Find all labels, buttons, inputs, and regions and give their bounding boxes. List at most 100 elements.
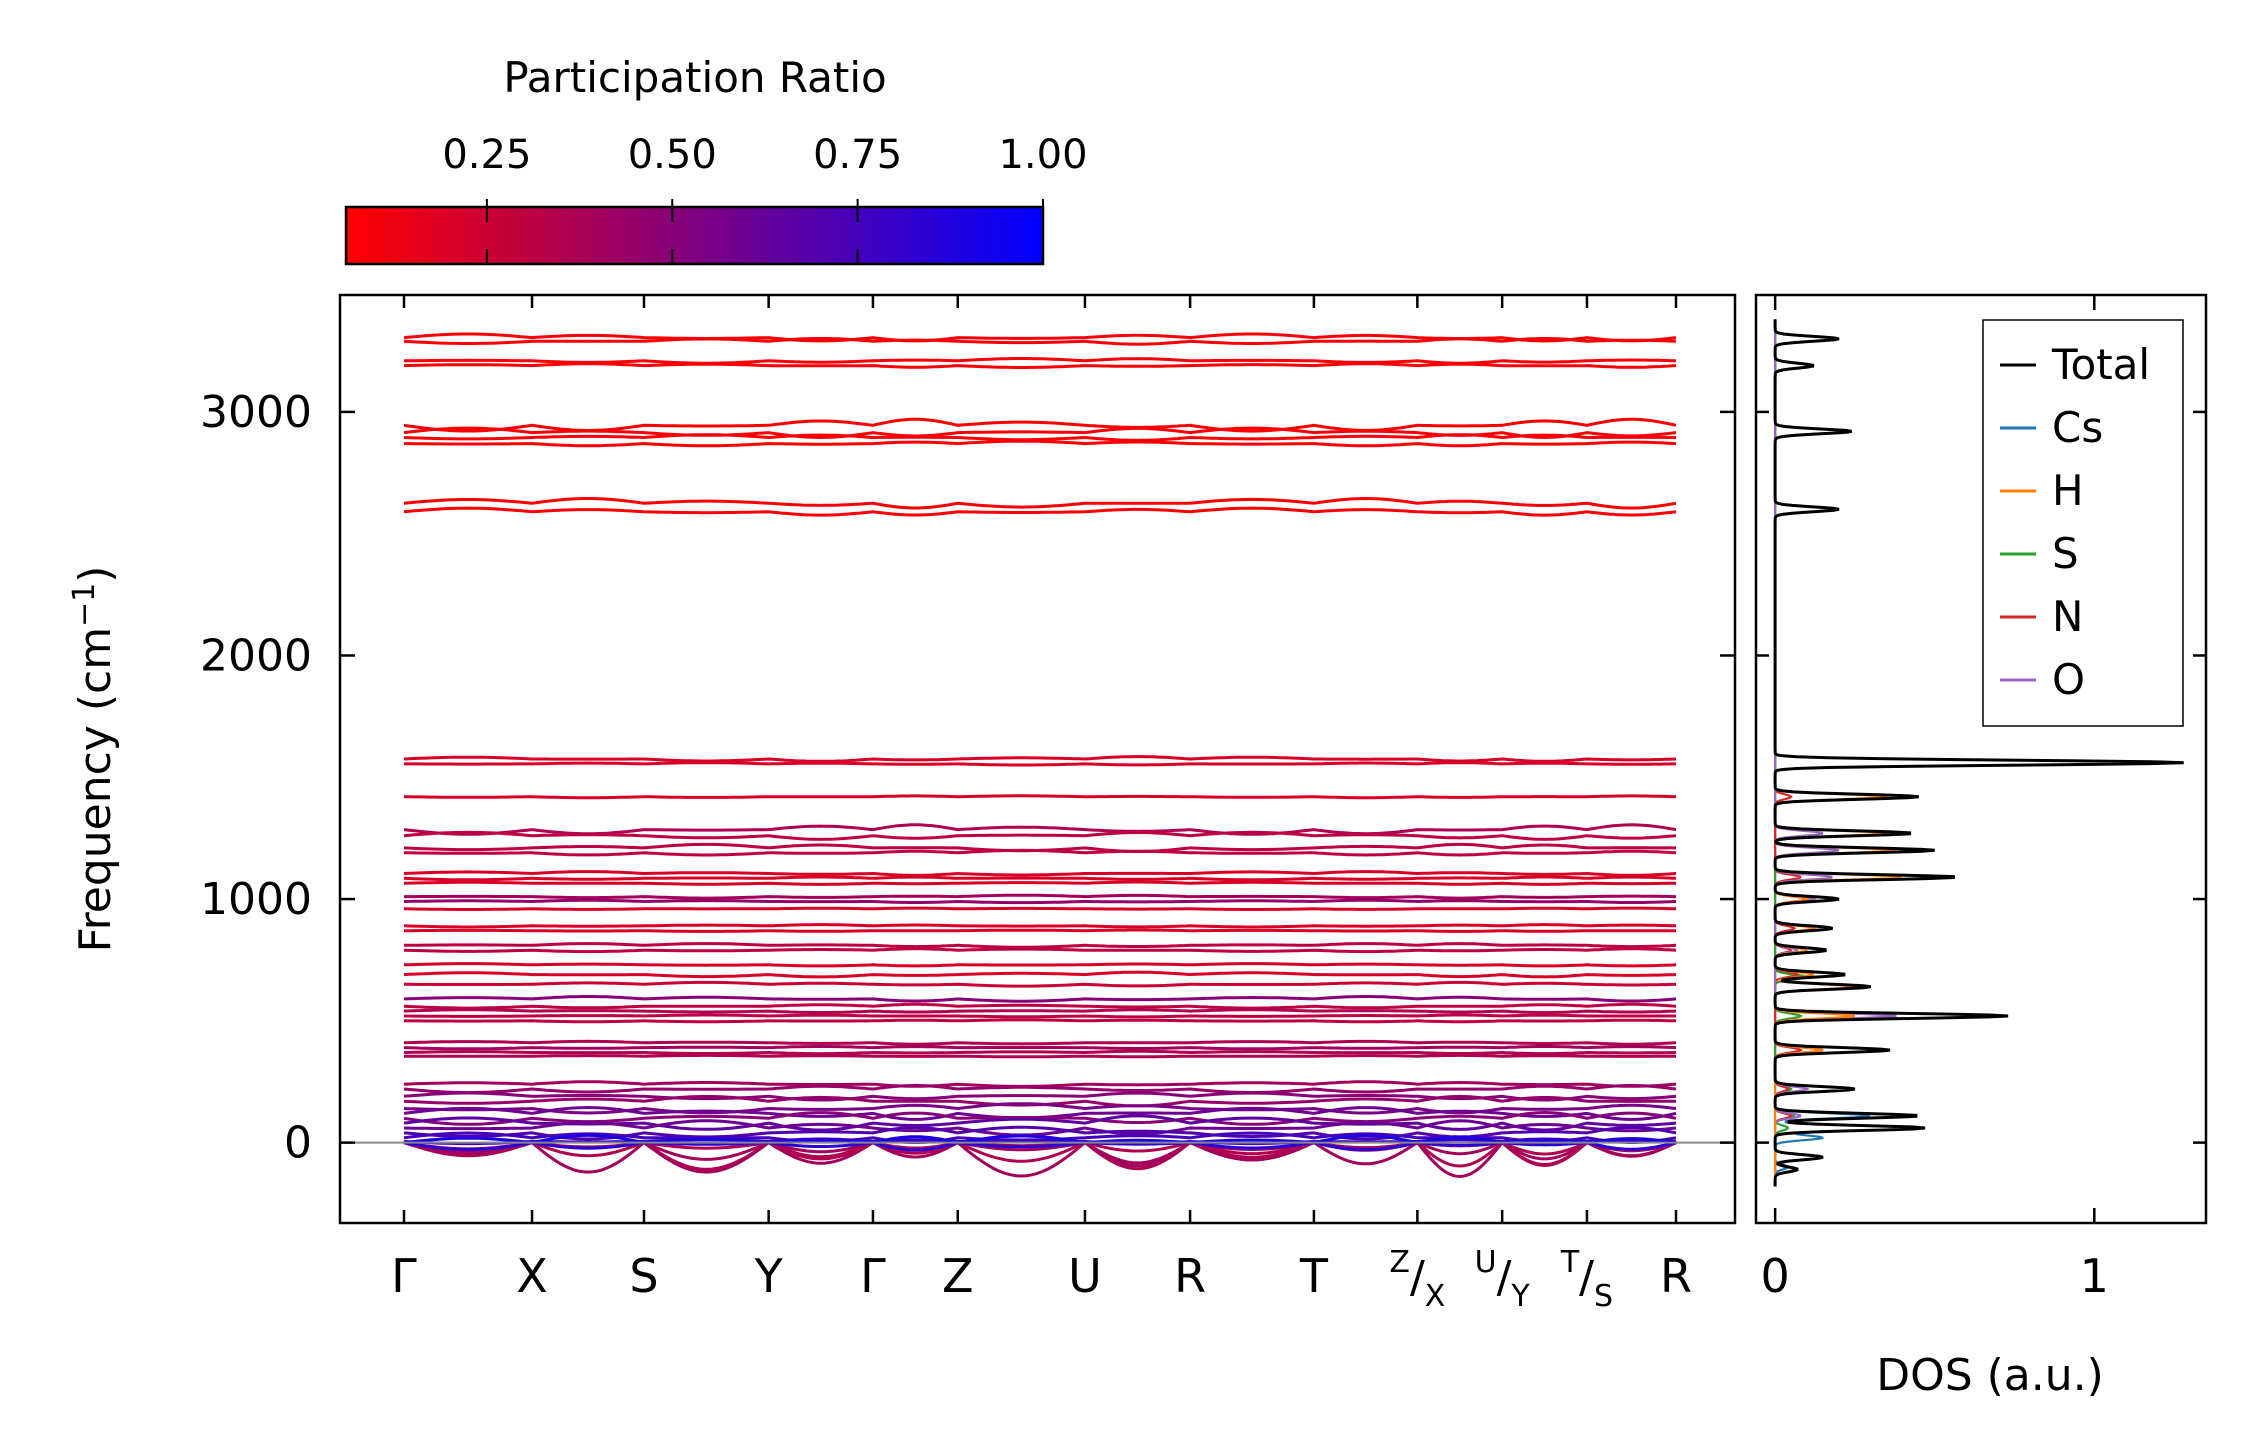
dos-axes-frame xyxy=(1754,293,2208,1225)
band-axes-frame xyxy=(338,293,1737,1225)
band-line xyxy=(403,830,1677,841)
band-line xyxy=(403,1018,1676,1024)
ylabel-close: ) xyxy=(70,566,121,583)
band-line xyxy=(403,433,1676,442)
colorbar-label: Participation Ratio xyxy=(503,53,886,102)
band-line xyxy=(403,1094,1676,1108)
kpoint-label-top: Z xyxy=(1389,1245,1410,1280)
kpoint-label-bottom: X xyxy=(1425,1279,1446,1314)
colorbar-gradient xyxy=(344,205,1045,266)
band-line xyxy=(403,1008,1677,1015)
band-line xyxy=(404,980,1677,988)
colorbar-tick-label: 0.75 xyxy=(813,132,902,178)
band-line xyxy=(403,947,1677,954)
kpoint-label: Z xyxy=(942,1249,974,1303)
kpoint-label-slash: / xyxy=(1497,1252,1512,1303)
band-line xyxy=(403,1110,1677,1126)
legend-frame xyxy=(1982,319,2184,727)
band-line xyxy=(404,1013,1676,1019)
kpoint-label: S xyxy=(629,1249,658,1303)
band-line xyxy=(404,794,1677,800)
band-line xyxy=(404,761,1676,767)
band-line xyxy=(403,870,1677,877)
band-line xyxy=(403,1114,1677,1132)
band-line xyxy=(404,848,1677,857)
band-line xyxy=(403,417,1677,433)
band-line xyxy=(403,995,1677,1003)
kpoint-label: T xyxy=(1299,1249,1329,1303)
dos-lines xyxy=(1773,319,2184,1187)
colorbar-tick-label: 0.50 xyxy=(628,132,717,178)
kpoint-label-bottom: Y xyxy=(1510,1279,1530,1314)
band-line xyxy=(403,1039,1677,1046)
band-line xyxy=(403,426,1677,440)
kpoint-label-slash: / xyxy=(1410,1252,1425,1303)
frequency-axis-ticks: 0 1000 2000 3000 xyxy=(200,387,1735,1169)
colorbar: Participation Ratio 0.25 0.50 0.75 1.00 xyxy=(344,53,1088,266)
dos-tick-label: 0 xyxy=(1761,1249,1790,1303)
band-line xyxy=(404,1053,1676,1059)
band-line xyxy=(403,923,1677,929)
band-line xyxy=(403,906,1677,911)
legend-label-cs: Cs xyxy=(2052,403,2103,452)
frequency-tick-label: 1000 xyxy=(200,874,312,925)
dos-frequency-ticks xyxy=(1756,410,2206,1144)
kpoint-label: R xyxy=(1660,1249,1692,1303)
band-line xyxy=(403,1045,1677,1051)
legend-label-n: N xyxy=(2052,592,2083,641)
ylabel-main: Frequency (cm xyxy=(70,627,121,953)
band-line xyxy=(403,496,1677,510)
kpoint-label-bottom: S xyxy=(1594,1279,1613,1314)
band-line xyxy=(403,1102,1677,1115)
kpoint-label-top: U xyxy=(1475,1245,1497,1280)
colorbar-ticks: 0.25 0.50 0.75 1.00 xyxy=(442,132,1088,264)
band-line xyxy=(403,823,1677,836)
kpoint-label: T/S xyxy=(1560,1245,1613,1314)
kpoint-label: Y xyxy=(754,1249,784,1303)
colorbar-tick-label: 1.00 xyxy=(998,132,1087,178)
kpoint-label: R xyxy=(1174,1249,1206,1303)
kpoint-axis-ticks: Γ X S Y Γ Z U R T Z/XU/YT/S R xyxy=(391,295,1692,1314)
kpoint-label: Γ xyxy=(391,1249,417,1303)
kpoint-label: U/Y xyxy=(1475,1245,1531,1314)
band-line xyxy=(403,357,1677,365)
kpoint-label: U xyxy=(1068,1249,1102,1303)
band-line xyxy=(403,1049,1677,1056)
band-line xyxy=(403,1119,1677,1137)
kpoint-label: Γ xyxy=(860,1249,886,1303)
frequency-tick-label: 0 xyxy=(284,1118,312,1169)
kpoint-label-slash: / xyxy=(1579,1252,1594,1303)
ylabel-superscript: −1 xyxy=(67,583,102,627)
band-line xyxy=(403,332,1677,343)
band-line xyxy=(403,1131,1677,1144)
legend-label-h: H xyxy=(2052,466,2084,515)
band-line xyxy=(403,842,1676,853)
frequency-axis-label: Frequency (cm−1) xyxy=(67,566,121,953)
band-lines xyxy=(403,332,1677,1179)
band-line xyxy=(403,1002,1677,1010)
band-line xyxy=(403,337,1677,346)
kpoint-label-top: T xyxy=(1560,1245,1580,1280)
legend-label-s: S xyxy=(2052,529,2079,578)
band-line xyxy=(403,1083,1677,1095)
band-line xyxy=(404,928,1676,933)
dos-axis-label: DOS (a.u.) xyxy=(1876,1350,2104,1401)
band-line xyxy=(403,970,1677,979)
kpoint-label: Z/X xyxy=(1389,1245,1445,1314)
band-line xyxy=(403,875,1677,882)
band-line xyxy=(403,755,1677,763)
dos-line-cs xyxy=(1773,319,1919,1187)
dos-tick-label: 1 xyxy=(2080,1249,2109,1303)
band-line xyxy=(403,962,1677,968)
band-line xyxy=(403,362,1677,369)
frequency-tick-label: 2000 xyxy=(200,630,312,681)
band-line xyxy=(403,1091,1677,1102)
band-line xyxy=(404,893,1676,900)
legend-label-total: Total xyxy=(2051,340,2150,389)
